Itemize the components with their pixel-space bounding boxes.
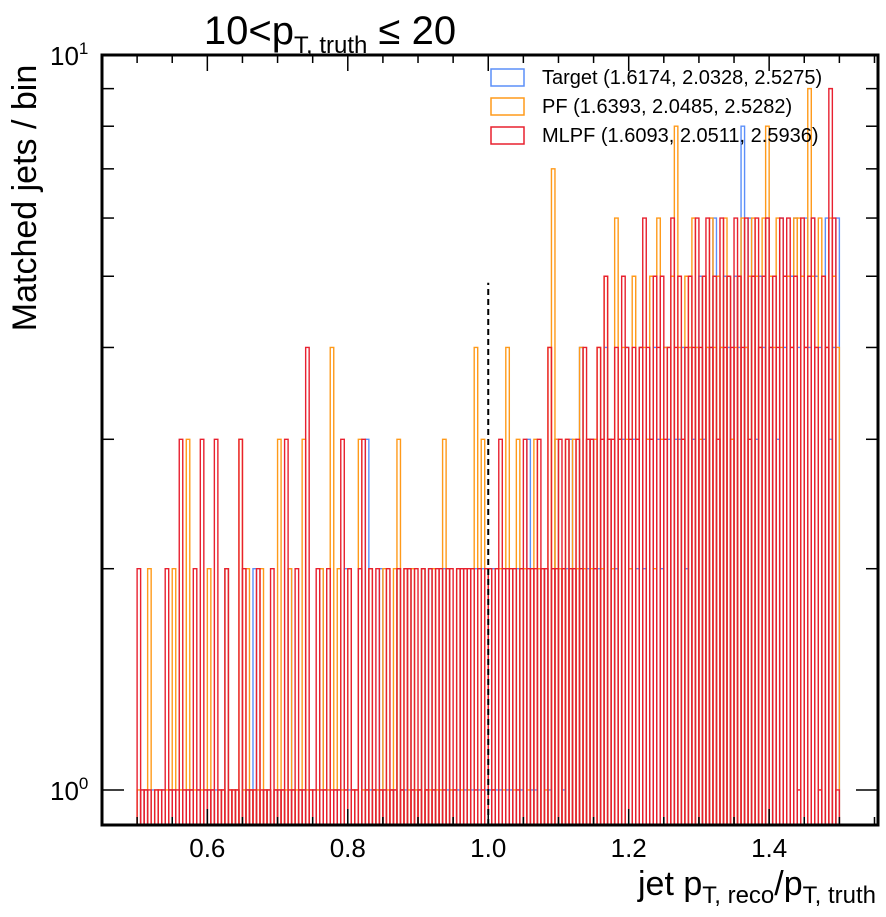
hist-bin-pf xyxy=(146,568,152,825)
hist-bin-mlpf xyxy=(213,438,219,825)
x-label-mid: /p xyxy=(774,865,802,903)
plot-frame xyxy=(100,53,880,827)
x-label-prefix: jet p xyxy=(637,865,702,903)
hist-bin-mlpf xyxy=(396,568,402,825)
legend: Target (1.6174, 2.0328, 2.5275) PF (1.639… xyxy=(490,67,822,147)
x-tick-label: 1.2 xyxy=(611,833,647,863)
hist-bin-mlpf xyxy=(469,568,475,825)
hist-bin-mlpf xyxy=(199,438,205,825)
legend-swatch xyxy=(490,97,525,116)
legend-swatch xyxy=(490,68,525,87)
x-label-sub1: T, reco xyxy=(702,882,774,909)
x-label-sub2: T, truth xyxy=(803,882,876,909)
hist-bin-mlpf xyxy=(224,568,230,825)
x-tick-label: 0.8 xyxy=(330,833,366,863)
x-tick-label: 1.0 xyxy=(470,833,506,863)
y-tick-label: 101 xyxy=(50,39,88,71)
hist-bin-mlpf xyxy=(385,568,391,825)
hist-bin-mlpf xyxy=(368,568,374,825)
title-prefix: 10<p xyxy=(204,9,294,53)
legend-label: PF (1.6393, 2.0485, 2.5282) xyxy=(542,96,792,118)
hist-bin-pf xyxy=(171,568,177,825)
title-suffix: ≤ 20 xyxy=(367,9,456,53)
hist-bin-mlpf xyxy=(304,346,310,825)
hist-bin-mlpf xyxy=(413,568,419,825)
x-tick-labels: 0.6 0.8 1.0 1.2 1.4 xyxy=(189,833,787,863)
legend-label: Target (1.6174, 2.0328, 2.5275) xyxy=(542,67,822,89)
hist-bin-mlpf xyxy=(814,346,820,825)
hist-bin-pf xyxy=(206,568,212,825)
y-tick-label: 100 xyxy=(50,774,88,806)
hist-bin-pf xyxy=(276,438,282,825)
x-tick-label: 0.6 xyxy=(189,833,225,863)
hist-bin-mlpf xyxy=(477,568,482,825)
hist-bin-mlpf xyxy=(136,568,142,825)
hist-bin-mlpf xyxy=(835,789,841,825)
legend-label: MLPF (1.6093, 2.0511, 2.5936) xyxy=(542,125,818,147)
hist-bin-mlpf xyxy=(146,789,152,825)
y-tick-labels: 100 101 xyxy=(50,39,88,806)
hist-bin-mlpf xyxy=(427,568,433,825)
hist-bin-mlpf xyxy=(255,568,261,825)
hist-bin-mlpf xyxy=(178,438,184,825)
hist-bin-mlpf xyxy=(294,568,300,825)
hist-bin-mlpf xyxy=(512,568,518,825)
hist-bin-mlpf xyxy=(164,568,170,825)
hist-bin-mlpf xyxy=(241,568,247,825)
hist-bin-mlpf xyxy=(315,568,321,825)
hist-bin-mlpf xyxy=(192,568,198,825)
hist-bin-mlpf xyxy=(831,217,837,825)
hist-bin-mlpf xyxy=(283,438,289,825)
chart-title: 10<pT, truth ≤ 20 xyxy=(204,9,456,59)
hist-bin-mlpf xyxy=(420,568,426,825)
hist-bin-mlpf xyxy=(438,568,444,825)
hist-bin-mlpf xyxy=(793,275,798,825)
hist-bin-mlpf xyxy=(340,438,345,825)
x-tick-label: 1.4 xyxy=(751,833,787,863)
y-axis-label: Matched jets / bin xyxy=(6,65,44,331)
hist-bin-mlpf xyxy=(375,568,381,825)
legend-swatch xyxy=(490,126,525,145)
hist-bin-pf xyxy=(185,438,191,825)
hist-bin-mlpf xyxy=(326,568,331,825)
hist-bin-mlpf xyxy=(448,568,454,825)
hist-bin-mlpf xyxy=(269,568,275,825)
hist-bin-mlpf xyxy=(406,568,412,825)
hist-bin-mlpf xyxy=(347,568,353,825)
hist-bin-mlpf xyxy=(361,438,367,825)
series-mlpf xyxy=(136,87,841,825)
x-axis-label: jet pT, reco/pT, truth xyxy=(637,865,876,909)
histogram-series-layer xyxy=(136,87,841,825)
